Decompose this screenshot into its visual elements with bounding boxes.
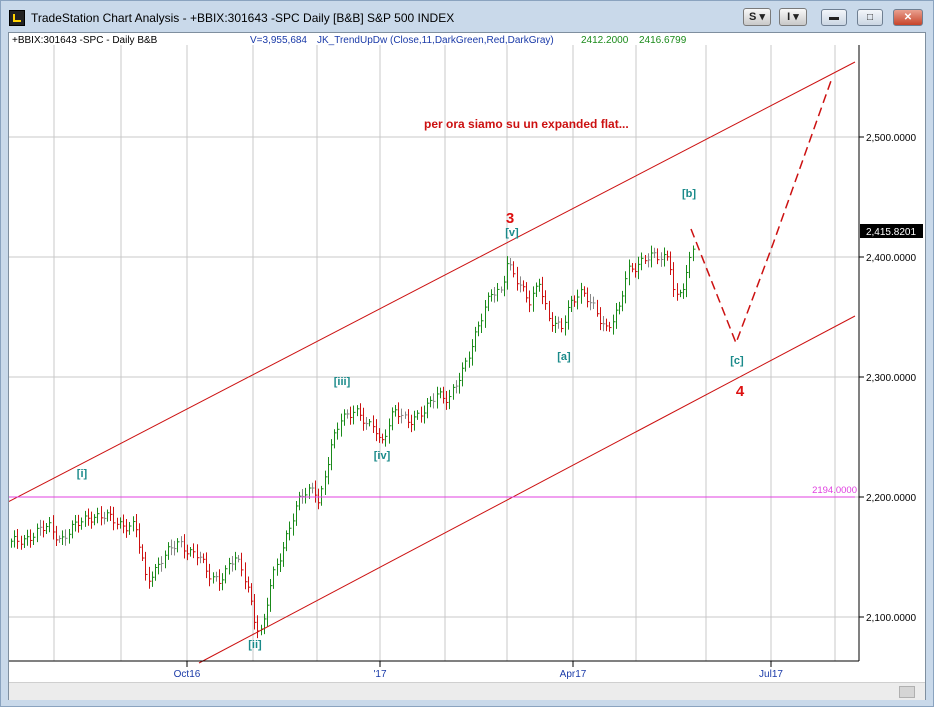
time-axis: Oct16 '17 Apr17 Jul17 — [174, 661, 783, 680]
wave-label-i: [i] — [77, 468, 88, 480]
wave-label-v: [v] — [505, 227, 519, 239]
wave-label-b: [b] — [682, 188, 696, 200]
chart-overlays — [9, 61, 856, 664]
chart-window[interactable]: 2,100.0000 2,200.0000 2,300.0000 2,400.0000… — [8, 32, 926, 700]
minimize-button[interactable]: ▬ — [821, 9, 847, 26]
annotation-expanded-flat: per ora siamo su un expanded flat... — [424, 117, 629, 131]
price-tick-label: 2,300.0000 — [866, 373, 916, 384]
lower-channel-line[interactable] — [198, 315, 856, 664]
title-bar[interactable]: TradeStation Chart Analysis - +BBIX:3016… — [1, 1, 933, 33]
price-axis: 2,100.0000 2,200.0000 2,300.0000 2,400.0000… — [859, 133, 916, 624]
wave-label-iii: [iii] — [334, 376, 351, 388]
close-button[interactable]: ✕ — [893, 9, 923, 26]
last-price-marker — [860, 224, 923, 238]
minimize-icon: ▬ — [829, 12, 839, 23]
price-tick-label: 2,400.0000 — [866, 253, 916, 264]
i-menu-label: I — [787, 11, 791, 23]
upper-channel-line[interactable] — [9, 61, 856, 503]
dropdown-arrow-icon: ▾ — [793, 11, 799, 23]
s-menu-label: S — [749, 11, 757, 23]
indicator-value-2: 2416.6799 — [639, 35, 687, 46]
volume-label: V=3,955,684 — [250, 35, 307, 46]
maximize-button[interactable]: □ — [857, 9, 883, 26]
price-bars — [11, 245, 696, 639]
projection-path — [690, 77, 833, 346]
indicator-label: JK_TrendUpDw (Close,11,DarkGreen,Red,Dar… — [317, 35, 554, 46]
chart-symbol-label: +BBIX:301643 -SPC - Daily B&B — [12, 35, 158, 46]
window-title: TradeStation Chart Analysis - +BBIX:3016… — [31, 11, 455, 25]
price-tick-label: 2,200.0000 — [866, 493, 916, 504]
dropdown-arrow-icon: ▾ — [759, 11, 765, 23]
wave-label-iv: [iv] — [374, 450, 391, 462]
time-tick-label: Oct16 — [174, 669, 201, 680]
horizontal-scrollbar[interactable] — [9, 682, 925, 700]
time-tick-label: Jul17 — [759, 669, 783, 680]
scrollbar-thumb[interactable] — [899, 686, 915, 698]
time-tick-label: '17 — [373, 669, 386, 680]
wave-label-ii: [ii] — [248, 639, 262, 651]
price-tick-label: 2,500.0000 — [866, 133, 916, 144]
indicator-value-1: 2412.2000 — [581, 35, 629, 46]
i-menu-button[interactable]: I ▾ — [779, 8, 807, 26]
close-icon: ✕ — [903, 12, 913, 23]
tradestation-app-icon — [9, 10, 25, 26]
wave-label-3: 3 — [506, 210, 514, 227]
maximize-icon: □ — [866, 12, 874, 23]
price-chart[interactable]: 2,100.0000 2,200.0000 2,300.0000 2,400.0000… — [9, 33, 925, 683]
price-tick-label: 2,100.0000 — [866, 613, 916, 624]
last-price-label: 2,415.8201 — [866, 227, 916, 238]
wave-label-a: [a] — [557, 351, 571, 363]
wave-label-c: [c] — [730, 355, 744, 367]
s-menu-button[interactable]: S ▾ — [743, 8, 771, 26]
wave-label-4: 4 — [736, 383, 745, 400]
support-level-label: 2194.0000 — [812, 485, 857, 496]
time-tick-label: Apr17 — [560, 669, 587, 680]
